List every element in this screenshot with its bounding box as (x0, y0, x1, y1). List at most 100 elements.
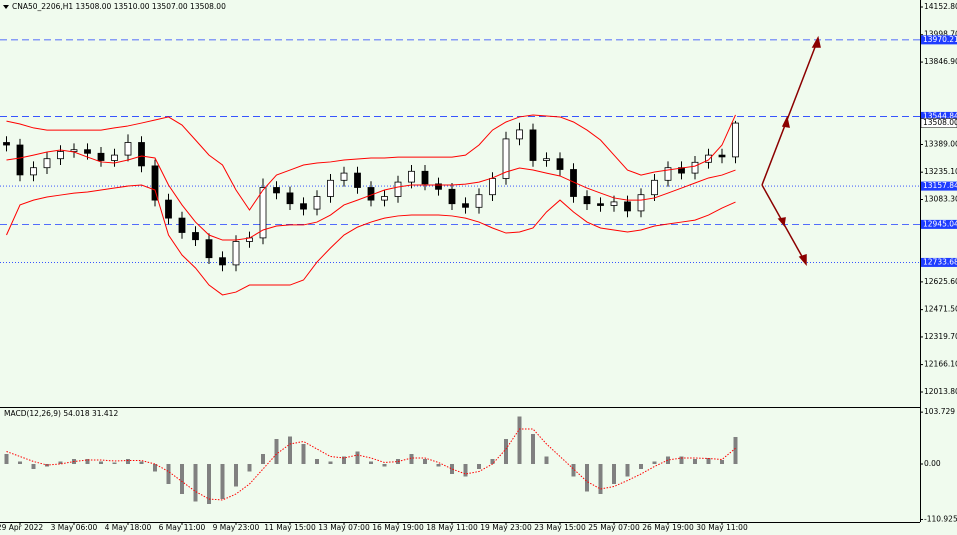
candle-body (408, 170, 415, 183)
candle-body (205, 239, 213, 259)
macd-bar (693, 459, 697, 464)
macd-bar (517, 416, 522, 464)
y-tick-label: 12013.80 (924, 387, 957, 396)
candle-body (192, 232, 199, 241)
macd-title: MACD(12,26,9) 54.018 31.412 (4, 409, 118, 418)
menu-triangle[interactable] (3, 5, 9, 9)
macd-bar (652, 461, 657, 464)
candle-body (732, 122, 739, 158)
level-label: 13544.84 (923, 111, 957, 120)
x-tick-label: 25 May 07:00 (588, 523, 640, 532)
macd-bar (315, 459, 319, 464)
candle-body (529, 129, 537, 161)
y-tick-label: 13846.90 (924, 57, 957, 66)
candle-body (165, 199, 172, 219)
candle-body (16, 144, 24, 176)
candle-body (30, 167, 37, 176)
macd-bar (571, 464, 576, 477)
candle-body (516, 129, 523, 140)
x-tick-label: 30 May 11:00 (696, 523, 748, 532)
candle-body (232, 241, 240, 266)
macd-bar (220, 464, 225, 499)
macd-bar (544, 456, 549, 464)
candle-body (597, 203, 604, 206)
current-price-label: 13508.00 (923, 118, 957, 127)
macd-bar (234, 464, 238, 487)
bollinger-middle (6, 149, 736, 241)
level-label: 12945.04 (923, 219, 957, 228)
level-label: 12733.68 (923, 257, 957, 266)
macd-bar (612, 464, 616, 484)
macd-bar (31, 464, 36, 469)
macd-bar (625, 464, 630, 477)
x-tick-label: 23 May 15:00 (534, 523, 586, 532)
macd-bar (328, 461, 333, 464)
macd-signal (6, 428, 736, 501)
macd-bar (153, 464, 157, 472)
macd-bar (639, 464, 643, 469)
level-label: 13157.84 (923, 181, 957, 190)
chart-title: CNA50_2206,H1 13508.00 13510.00 13507.00… (12, 2, 226, 11)
y-tick-label: 13389.00 (924, 139, 957, 148)
macd-bar (355, 451, 360, 464)
macd-bar (112, 462, 117, 464)
macd-bar (409, 454, 414, 464)
x-tick-label: 26 May 19:00 (642, 523, 694, 532)
macd-bar (679, 456, 684, 464)
macd-bar (126, 459, 130, 464)
macd-bar (450, 464, 454, 474)
level-label-box (921, 111, 957, 121)
candle-body (70, 149, 78, 152)
y-tick-label: 0.00 (924, 459, 941, 468)
candle-body (543, 158, 550, 161)
candle-body (664, 167, 672, 181)
level-label-box (921, 181, 957, 191)
macd-bar (504, 439, 508, 464)
candle-body (354, 172, 361, 188)
level-label: 13970.21 (923, 35, 957, 44)
macd-bar (490, 459, 495, 464)
candle-body (637, 194, 645, 212)
bollinger-upper (6, 114, 736, 211)
y-tick-label: 13998.70 (924, 30, 957, 39)
candle-body (259, 187, 267, 239)
candle-body (273, 187, 280, 194)
macd-bar (207, 464, 211, 504)
candle-body (462, 203, 469, 208)
macd-bar (666, 456, 670, 464)
y-tick-label: 13083.30 (924, 195, 957, 204)
candle-body (475, 194, 483, 208)
arrow-up (761, 41, 818, 186)
candle-body (502, 138, 510, 179)
macd-bar (463, 464, 468, 477)
y-tick-label: 12625.60 (924, 277, 957, 286)
candle-body (556, 158, 564, 170)
forecast-arrows (761, 35, 821, 267)
candle-body (340, 172, 348, 181)
x-tick-label: 13 May 07:00 (318, 523, 370, 532)
x-tick-label: 16 May 19:00 (372, 523, 424, 532)
macd-bar (166, 464, 171, 484)
macd-bar (436, 464, 441, 467)
candle-body (3, 142, 10, 146)
candle-body (286, 192, 294, 205)
macd-bar (180, 464, 184, 494)
macd-bar (301, 444, 306, 464)
x-tick-label: 11 May 15:00 (264, 523, 316, 532)
candle-body (43, 158, 51, 169)
arrowhead (811, 35, 821, 48)
x-tick-label: 6 May 11:00 (159, 523, 206, 532)
y-tick-label: 12166.10 (924, 360, 957, 369)
level-label-box (921, 257, 957, 267)
candle-body (489, 178, 496, 196)
candle-body (84, 149, 91, 154)
level-label-box (921, 219, 957, 229)
macd-bar (139, 461, 144, 464)
macd-bar (261, 454, 265, 464)
candle-body (178, 217, 186, 233)
candle-body (111, 154, 118, 161)
y-tick-label: 13235.10 (924, 167, 957, 176)
candle-body (448, 188, 456, 205)
candle-body (313, 196, 321, 210)
